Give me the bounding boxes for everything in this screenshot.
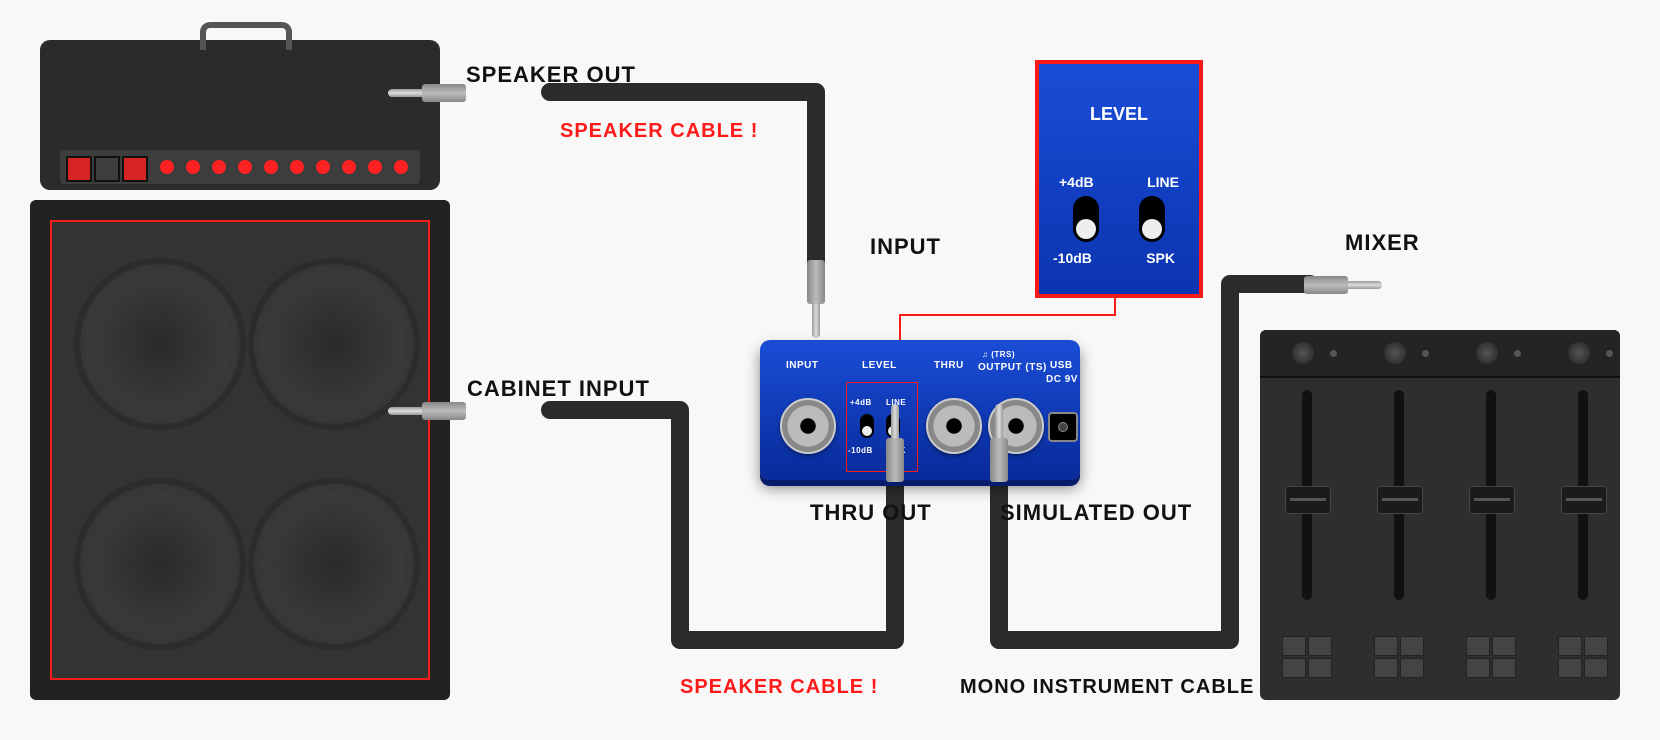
zoom-m10: -10dB — [1053, 250, 1092, 266]
amp-knob-indicator — [368, 160, 382, 174]
mixer-knob — [1384, 342, 1406, 364]
mixer-indicator — [1606, 350, 1613, 357]
mixer-fader — [1469, 486, 1515, 514]
zoom-p4: +4dB — [1059, 174, 1094, 190]
amp-knob-indicator — [212, 160, 226, 174]
amp-knob-indicator — [238, 160, 252, 174]
amp-knob-indicator — [160, 160, 174, 174]
amp-knob-indicator — [394, 160, 408, 174]
pedal-jack-thru — [926, 398, 982, 454]
pedal-label-thru: THRU — [934, 360, 964, 371]
mixer-fader — [1285, 486, 1331, 514]
pedal-label-output: OUTPUT (TS) — [978, 362, 1047, 373]
speaker-cone — [74, 258, 246, 430]
mixer-knob — [1476, 342, 1498, 364]
zoom-line: LINE — [1147, 174, 1179, 190]
mixer-knob — [1292, 342, 1314, 364]
label-thru-out: THRU OUT — [810, 500, 932, 526]
mixer-buttons — [1374, 636, 1424, 680]
label-speaker-cable-top: SPEAKER CABLE ! — [560, 120, 758, 143]
label-speaker-cable-bot: SPEAKER CABLE ! — [680, 676, 878, 699]
zoom-switch-level — [1073, 196, 1099, 242]
amp-switch — [122, 156, 148, 182]
mixer-buttons — [1282, 636, 1332, 680]
mixer-indicator — [1422, 350, 1429, 357]
speaker-cone — [248, 478, 420, 650]
label-cabinet-input: CABINET INPUT — [467, 376, 650, 402]
pedal-label-input: INPUT — [786, 360, 819, 371]
amp-switch — [94, 156, 120, 182]
speaker-cabinet — [30, 200, 450, 700]
pedal-label-p4: +4dB — [850, 398, 872, 407]
amp-knob-indicator — [264, 160, 278, 174]
amp-knob-indicator — [290, 160, 304, 174]
zoom-spk: SPK — [1146, 250, 1175, 266]
mixer-knob — [1568, 342, 1590, 364]
label-input: INPUT — [870, 234, 941, 260]
amp-switch — [66, 156, 92, 182]
mixer — [1260, 330, 1620, 700]
level-zoom-panel: LEVEL +4dB LINE -10dB SPK — [1035, 60, 1203, 298]
diagram-stage: INPUT LEVEL THRU ♫ (TRS) OUTPUT (TS) USB… — [0, 0, 1660, 740]
pedal-label-dc: DC 9V — [1046, 374, 1078, 385]
amp-control-strip — [60, 150, 420, 184]
label-mixer: MIXER — [1345, 230, 1420, 256]
speaker-cone — [74, 478, 246, 650]
pedal-label-output-trs: ♫ (TRS) — [982, 350, 1015, 359]
amp-head — [40, 40, 440, 190]
amp-knob-indicator — [342, 160, 356, 174]
pedal-dc-jack — [1048, 412, 1078, 442]
amp-knob-indicator — [186, 160, 200, 174]
pedal-level-highlight — [846, 382, 918, 472]
pedal-device: INPUT LEVEL THRU ♫ (TRS) OUTPUT (TS) USB… — [760, 340, 1080, 480]
mixer-top-strip — [1260, 330, 1620, 378]
mixer-buttons — [1466, 636, 1516, 680]
zoom-switch-mode — [1139, 196, 1165, 242]
mixer-buttons — [1558, 636, 1608, 680]
speaker-cone — [248, 258, 420, 430]
amp-knob-indicator — [316, 160, 330, 174]
zoom-title: LEVEL — [1039, 104, 1199, 125]
label-mono-cable: MONO INSTRUMENT CABLE — [960, 676, 1254, 699]
pedal-label-level: LEVEL — [862, 360, 897, 371]
label-speaker-out: SPEAKER OUT — [466, 62, 636, 88]
pedal-label-usb: USB — [1050, 360, 1073, 371]
pedal-switch-level — [860, 414, 874, 438]
pedal-label-m10: -10dB — [848, 446, 873, 455]
mixer-fader — [1377, 486, 1423, 514]
label-simulated-out: SIMULATED OUT — [1000, 500, 1192, 526]
mixer-indicator — [1330, 350, 1337, 357]
cable-speaker_out_to_input — [550, 92, 816, 264]
pedal-jack-input — [780, 398, 836, 454]
amp-handle — [200, 22, 292, 50]
mixer-fader — [1561, 486, 1607, 514]
mixer-indicator — [1514, 350, 1521, 357]
cabinet-grill — [50, 220, 430, 680]
